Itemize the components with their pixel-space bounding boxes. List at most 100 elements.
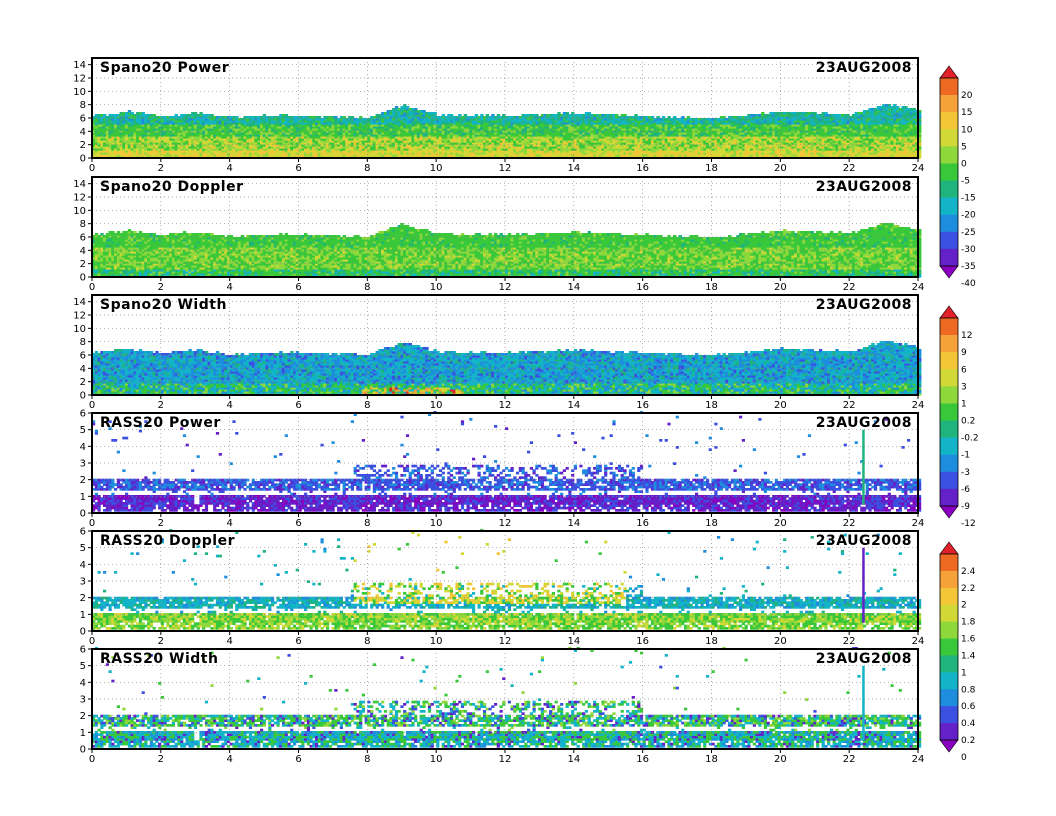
heatmap-cell bbox=[119, 134, 123, 137]
heatmap-cell bbox=[295, 136, 300, 139]
heatmap-cell bbox=[312, 124, 316, 127]
heatmap-cell bbox=[361, 122, 366, 125]
heatmap-cell bbox=[422, 154, 426, 157]
heatmap-cell bbox=[342, 128, 346, 131]
heatmap-cell bbox=[262, 140, 267, 143]
heatmap-cell bbox=[400, 126, 404, 129]
heatmap-cell bbox=[166, 132, 170, 135]
heatmap-cell bbox=[339, 132, 344, 135]
heatmap-cell bbox=[180, 124, 184, 127]
heatmap-cell bbox=[394, 138, 399, 141]
heatmap-cell bbox=[392, 120, 396, 123]
heatmap-cell bbox=[166, 118, 170, 121]
heatmap-cell bbox=[331, 154, 335, 157]
heatmap-cell bbox=[350, 122, 355, 125]
heatmap-cell bbox=[425, 114, 429, 117]
heatmap-cell bbox=[237, 134, 242, 137]
heatmap-cell bbox=[430, 138, 435, 141]
heatmap-cell bbox=[364, 146, 368, 149]
heatmap-cell bbox=[224, 150, 228, 153]
heatmap-cell bbox=[389, 130, 393, 133]
heatmap-cell bbox=[361, 150, 366, 153]
heatmap-cell bbox=[152, 154, 156, 157]
heatmap-cell bbox=[449, 148, 454, 151]
heatmap-cell bbox=[348, 138, 352, 141]
heatmap-cell bbox=[92, 132, 96, 135]
heatmap-cell bbox=[177, 130, 181, 133]
heatmap-cell bbox=[436, 152, 440, 155]
heatmap-cell bbox=[232, 146, 236, 149]
heatmap-cell bbox=[133, 132, 137, 135]
heatmap-cell bbox=[436, 150, 440, 153]
heatmap-cell bbox=[158, 150, 162, 153]
heatmap-cell bbox=[361, 140, 366, 143]
heatmap-cell bbox=[416, 140, 421, 143]
heatmap-cell bbox=[265, 122, 269, 125]
heatmap-cell bbox=[221, 128, 225, 131]
heatmap-cell bbox=[103, 152, 107, 155]
heatmap-cell bbox=[218, 140, 223, 143]
heatmap-cell bbox=[155, 148, 159, 151]
heatmap-cell bbox=[213, 136, 217, 139]
heatmap-cell bbox=[213, 116, 217, 119]
heatmap-cell bbox=[136, 114, 140, 117]
heatmap-cell bbox=[375, 128, 379, 131]
heatmap-cell bbox=[394, 140, 399, 143]
heatmap-cell bbox=[136, 136, 140, 139]
heatmap-cell bbox=[166, 134, 170, 137]
heatmap-cell bbox=[273, 118, 278, 121]
heatmap-cell bbox=[257, 146, 261, 149]
heatmap-cell bbox=[370, 126, 374, 129]
heatmap-cell bbox=[246, 152, 250, 155]
heatmap-cell bbox=[136, 124, 140, 127]
heatmap-cell bbox=[449, 118, 454, 121]
heatmap-cell bbox=[326, 154, 330, 157]
heatmap-cell bbox=[304, 128, 308, 131]
heatmap-cell bbox=[218, 152, 223, 155]
heatmap-cell bbox=[317, 132, 322, 135]
heatmap-cell bbox=[273, 146, 278, 149]
heatmap-cell bbox=[328, 150, 333, 153]
heatmap-cell bbox=[282, 136, 286, 139]
heatmap-cell bbox=[438, 142, 443, 145]
heatmap-cell bbox=[213, 126, 217, 129]
heatmap-cell bbox=[348, 118, 352, 121]
heatmap-cell bbox=[290, 116, 294, 119]
heatmap-cell bbox=[158, 146, 162, 149]
heatmap-cell bbox=[188, 150, 192, 153]
heatmap-cell bbox=[279, 152, 283, 155]
heatmap-cell bbox=[180, 138, 184, 141]
heatmap-cell bbox=[130, 148, 134, 151]
heatmap-cell bbox=[144, 120, 148, 123]
heatmap-cell bbox=[257, 134, 261, 137]
heatmap-cell bbox=[141, 114, 145, 117]
heatmap-cell bbox=[383, 114, 388, 117]
heatmap-cell bbox=[158, 144, 162, 147]
heatmap-cell bbox=[185, 124, 189, 127]
heatmap-cell bbox=[430, 142, 435, 145]
heatmap-cell bbox=[339, 134, 344, 137]
heatmap-cell bbox=[243, 128, 247, 131]
heatmap-cell bbox=[177, 154, 181, 157]
heatmap-cell bbox=[425, 144, 429, 147]
heatmap-cell bbox=[138, 136, 143, 139]
heatmap-cell bbox=[375, 126, 379, 129]
heatmap-cell bbox=[243, 126, 247, 129]
heatmap-cell bbox=[92, 152, 96, 155]
heatmap-cell bbox=[337, 122, 341, 125]
heatmap-cell bbox=[268, 136, 272, 139]
heatmap-cell bbox=[345, 138, 349, 141]
heatmap-cell bbox=[103, 124, 107, 127]
heatmap-cell bbox=[127, 144, 132, 147]
heatmap-cell bbox=[378, 132, 382, 135]
heatmap-cell bbox=[279, 114, 283, 117]
heatmap-cell bbox=[232, 142, 236, 145]
heatmap-cell bbox=[114, 114, 118, 117]
heatmap-cell bbox=[152, 118, 156, 121]
heatmap-cell bbox=[254, 128, 258, 131]
heatmap-cell bbox=[378, 146, 382, 149]
heatmap-cell bbox=[174, 148, 178, 151]
heatmap-cell bbox=[130, 122, 134, 125]
heatmap-cell bbox=[370, 124, 374, 127]
heatmap-cell bbox=[414, 150, 418, 153]
